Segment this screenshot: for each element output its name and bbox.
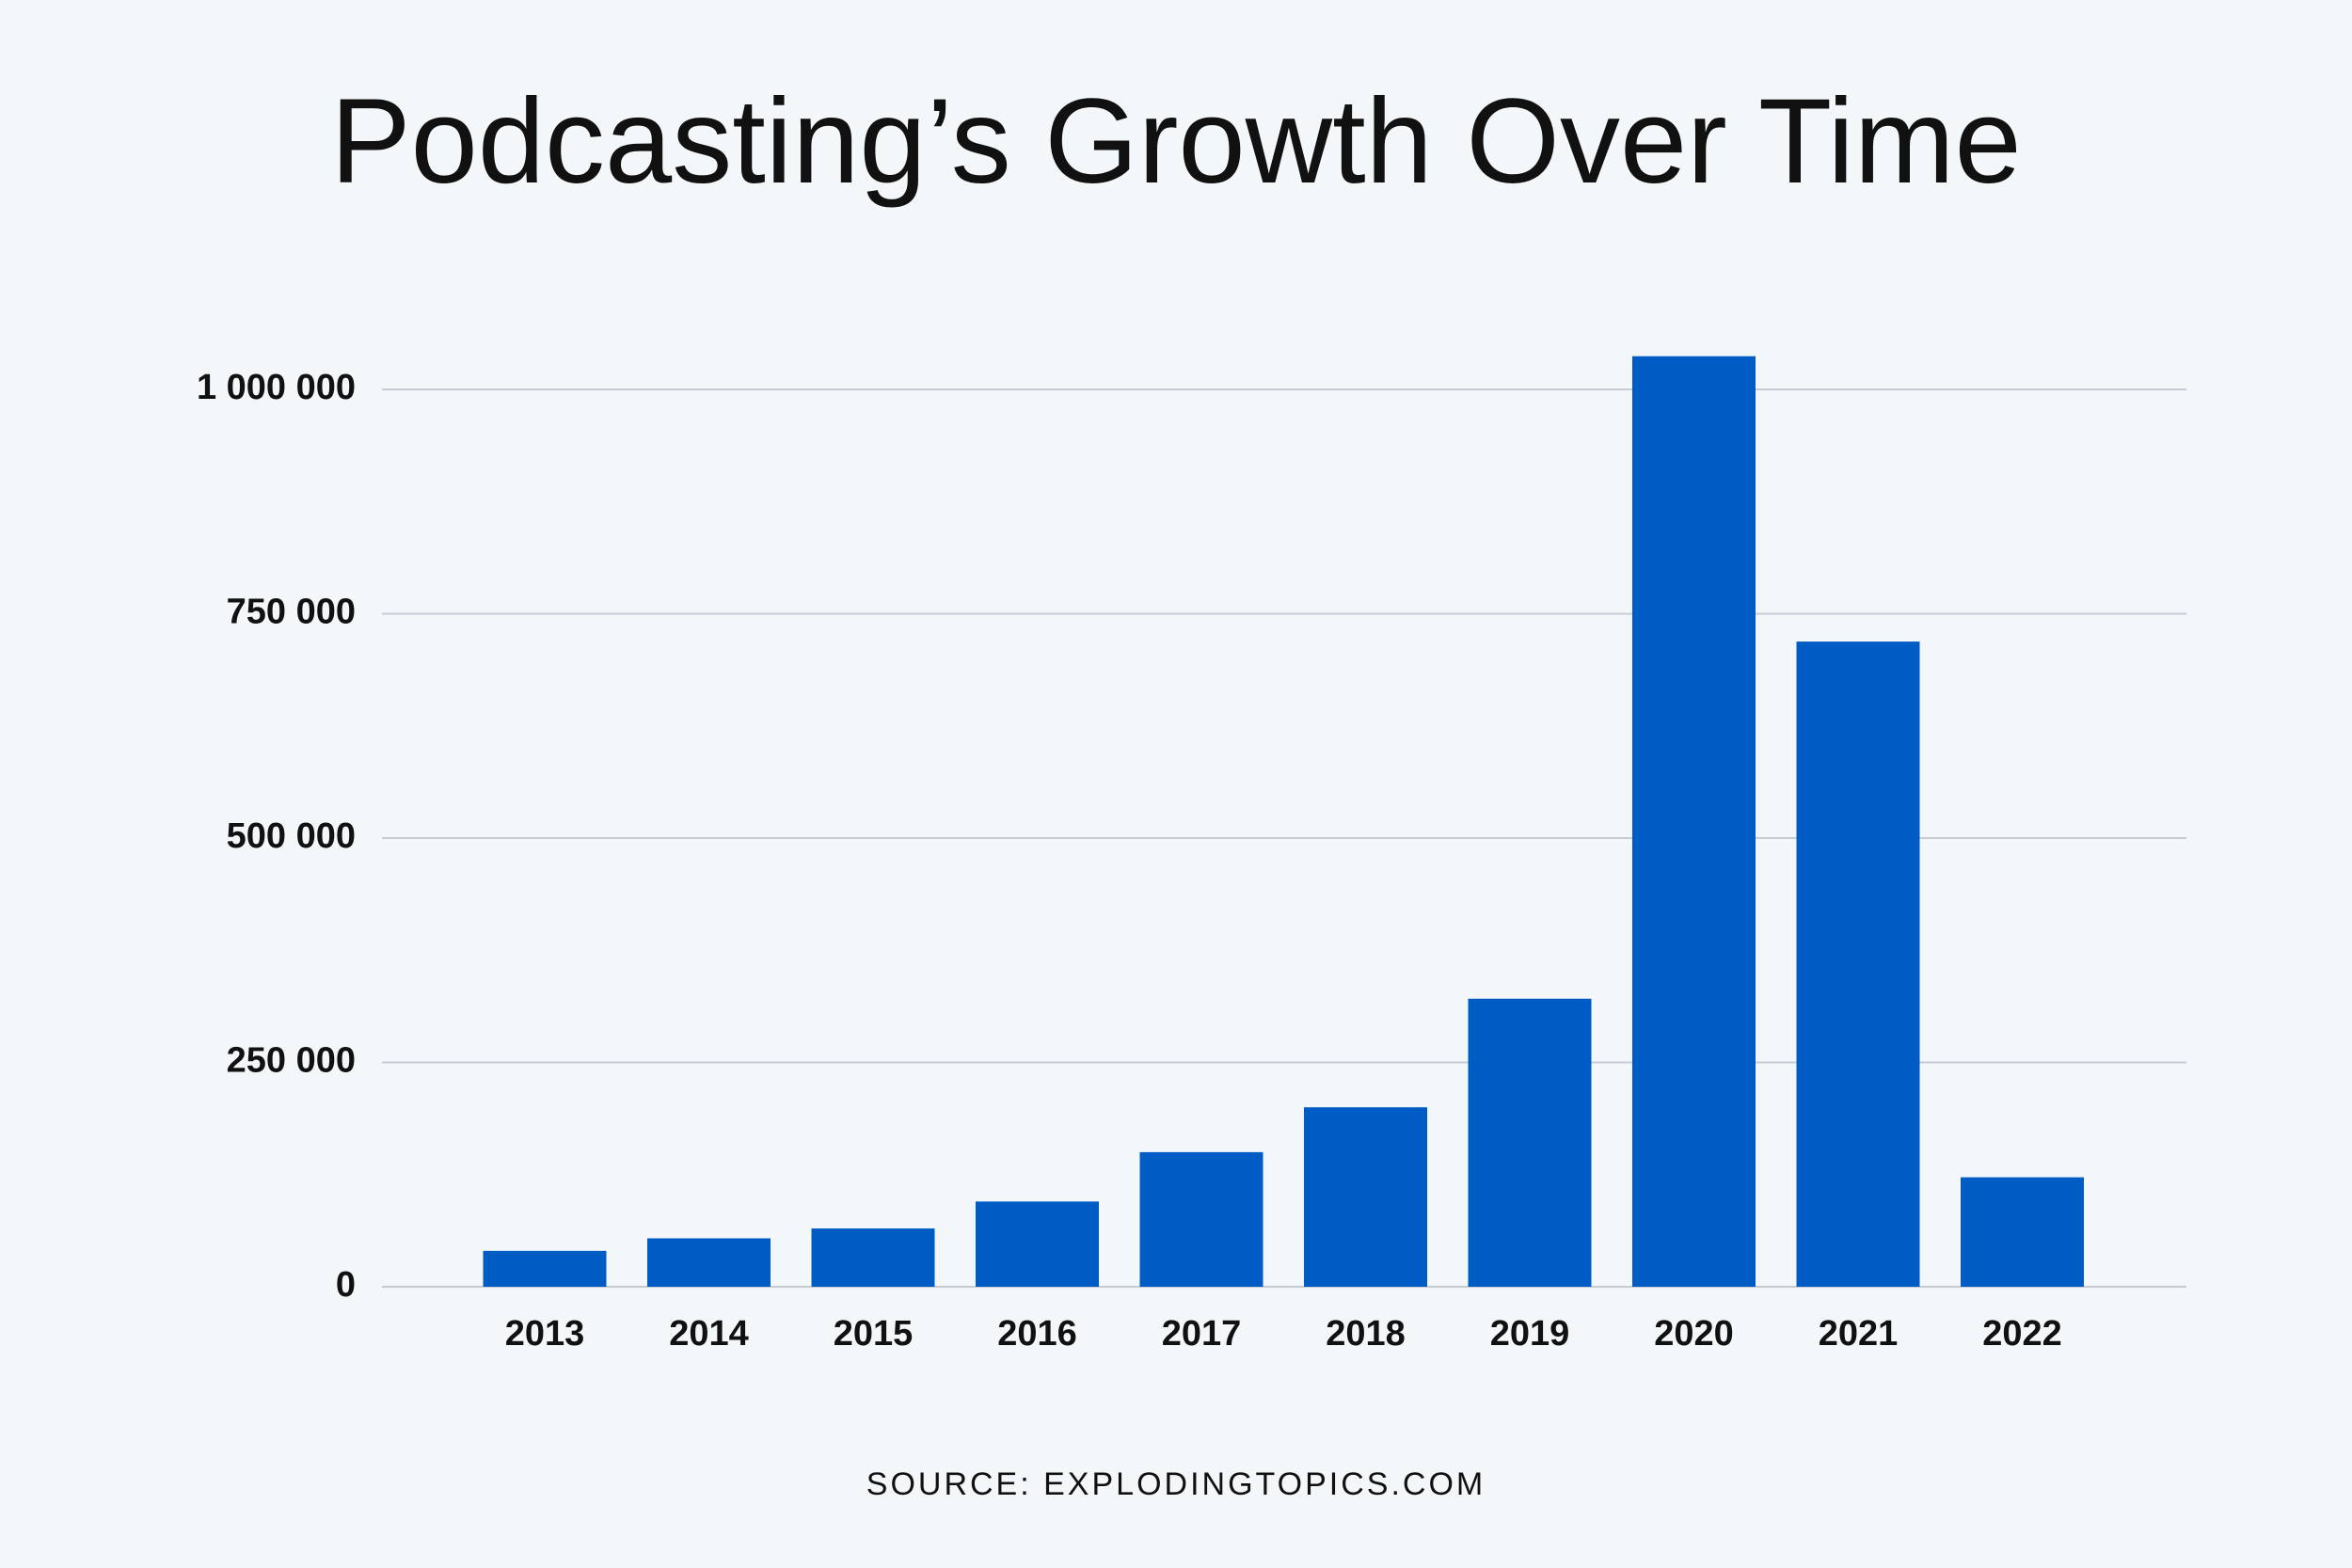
bar xyxy=(1796,641,1920,1287)
x-tick-label: 2014 xyxy=(669,1314,749,1354)
x-tick-label: 2013 xyxy=(505,1314,585,1354)
x-tick-label: 2018 xyxy=(1326,1314,1406,1354)
bar xyxy=(1139,1151,1263,1287)
bar xyxy=(1961,1177,2084,1287)
x-tick-label: 2017 xyxy=(1162,1314,1242,1354)
x-tick-label: 2022 xyxy=(1982,1314,2062,1354)
y-tick-label: 500 000 xyxy=(227,816,356,856)
bar xyxy=(1304,1107,1427,1287)
bar xyxy=(811,1227,935,1287)
x-tick-label: 2021 xyxy=(1819,1314,1899,1354)
bar xyxy=(1468,998,1592,1287)
y-tick-label: 0 xyxy=(336,1265,356,1305)
x-tick-label: 2016 xyxy=(997,1314,1077,1354)
chart-title: Podcasting’s Growth Over Time xyxy=(330,74,2021,209)
bar xyxy=(647,1238,771,1287)
x-tick-label: 2020 xyxy=(1654,1314,1734,1354)
bar xyxy=(1632,356,1756,1287)
x-tick-label: 2015 xyxy=(834,1314,914,1354)
y-tick-label: 250 000 xyxy=(227,1041,356,1081)
y-tick-label: 750 000 xyxy=(227,593,356,632)
bar xyxy=(483,1250,607,1287)
source: SOURCE: EXPLODINGTOPICS.COM xyxy=(866,1466,1486,1502)
bar xyxy=(976,1201,1099,1287)
x-tick-label: 2019 xyxy=(1490,1314,1570,1354)
y-tick-label: 1 000 000 xyxy=(197,368,356,407)
